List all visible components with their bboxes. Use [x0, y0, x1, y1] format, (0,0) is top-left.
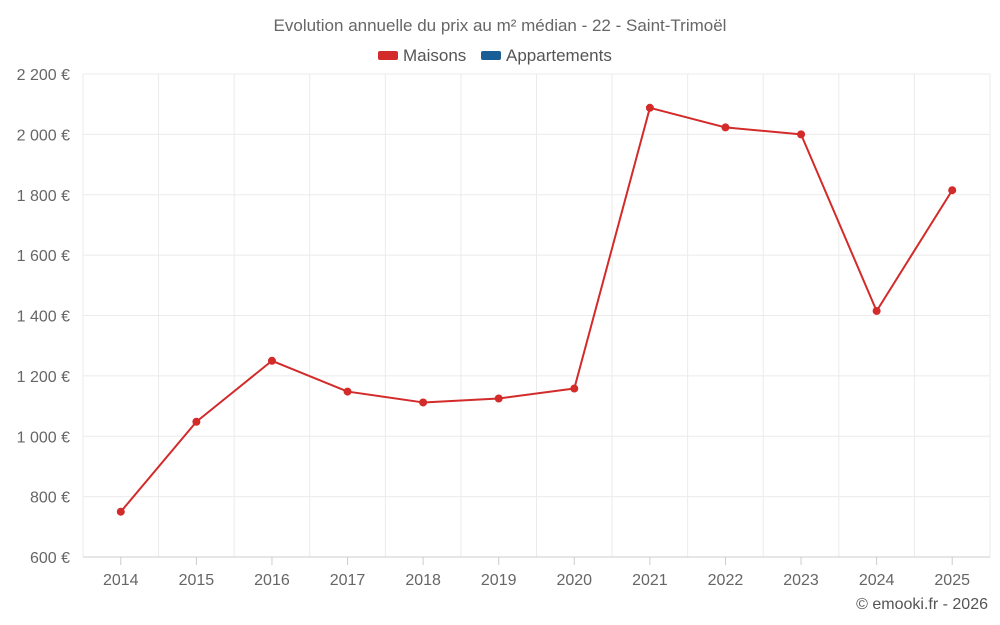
x-tick-label: 2021 — [632, 572, 668, 589]
data-point-maisons-2022[interactable] — [721, 123, 730, 132]
x-tick-label: 2017 — [330, 572, 366, 589]
data-point-maisons-2021[interactable] — [645, 103, 654, 112]
series-layer — [116, 103, 957, 516]
x-tick-label: 2015 — [179, 572, 215, 589]
y-tick-label: 2 000 € — [17, 127, 70, 144]
legend-item-appartements[interactable]: Appartements — [481, 46, 612, 65]
legend: Maisons Appartements — [378, 46, 612, 65]
grid — [82, 73, 991, 558]
x-tick-label: 2020 — [556, 572, 592, 589]
y-tick-label: 1 200 € — [17, 369, 70, 386]
data-point-maisons-2025[interactable] — [948, 186, 957, 195]
y-tick-label: 1 000 € — [17, 429, 70, 446]
x-tick-label: 2014 — [103, 572, 139, 589]
y-tick-label: 1 400 € — [17, 309, 70, 326]
data-point-maisons-2024[interactable] — [872, 306, 881, 315]
y-axis: 600 € 800 € 1 000 € 1 200 € 1 400 € 1 600 € 1 … — [17, 67, 70, 567]
x-tick-label: 2023 — [783, 572, 819, 589]
data-point-maisons-2018[interactable] — [419, 398, 428, 407]
legend-item-maisons[interactable]: Maisons — [378, 46, 466, 65]
x-tick-label: 2019 — [481, 572, 517, 589]
x-tick-label: 2025 — [934, 572, 970, 589]
x-tick-label: 2016 — [254, 572, 290, 589]
y-tick-label: 1 800 € — [17, 188, 70, 205]
x-tick-label: 2022 — [708, 572, 744, 589]
chart-title: Evolution annuelle du prix au m² médian … — [274, 16, 727, 35]
credit-text: © emooki.fr - 2026 — [856, 596, 988, 613]
data-point-maisons-2014[interactable] — [116, 507, 125, 516]
series-line-maisons — [120, 106, 954, 513]
y-tick-label: 2 200 € — [17, 67, 70, 84]
y-tick-label: 600 € — [30, 550, 70, 567]
x-axis: 2014 2015 2016 2017 2018 2019 2020 2021 2022 2023… — [83, 556, 990, 589]
data-point-maisons-2023[interactable] — [797, 130, 806, 139]
legend-label-maisons: Maisons — [403, 46, 466, 65]
y-tick-label: 1 600 € — [17, 248, 70, 265]
data-point-maisons-2019[interactable] — [494, 394, 503, 403]
data-point-maisons-2017[interactable] — [343, 387, 352, 396]
y-tick-label: 800 € — [30, 490, 70, 507]
legend-swatch-appartements — [481, 51, 501, 60]
legend-label-appartements: Appartements — [506, 46, 612, 65]
legend-swatch-maisons — [378, 51, 398, 60]
data-point-maisons-2016[interactable] — [267, 356, 276, 365]
x-tick-label: 2024 — [859, 572, 895, 589]
x-tick-label: 2018 — [405, 572, 441, 589]
data-point-maisons-2020[interactable] — [570, 384, 579, 393]
data-point-maisons-2015[interactable] — [192, 417, 201, 426]
